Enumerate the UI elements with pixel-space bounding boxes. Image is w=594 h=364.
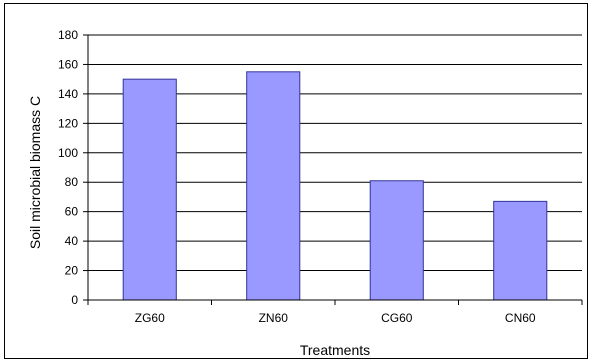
bar-zg60 <box>122 78 177 301</box>
x-axis-title: Treatments <box>300 342 370 358</box>
x-tick-label: CN60 <box>505 311 536 325</box>
x-tick-labels: ZG60 ZN60 CG60 CN60 <box>135 311 536 325</box>
bar-zn60 <box>246 71 301 301</box>
y-tick-label: 120 <box>58 116 78 130</box>
x-tick-label: ZN60 <box>259 311 289 325</box>
x-tick-label: ZG60 <box>135 311 165 325</box>
bar-cn60 <box>493 200 548 301</box>
y-axis-title: Soil microbial biomass C <box>27 96 43 249</box>
bar-cg60 <box>369 180 424 301</box>
y-tick-label: 80 <box>65 175 79 189</box>
y-tick-label: 100 <box>58 146 78 160</box>
bars <box>122 71 548 301</box>
y-tick-label: 160 <box>58 57 78 71</box>
y-tick-label: 180 <box>58 28 78 42</box>
x-tick-label: CG60 <box>381 311 413 325</box>
y-tick-label: 60 <box>65 205 79 219</box>
y-tick-labels: 0 20 40 60 80 100 120 140 160 180 <box>58 28 78 307</box>
y-tick-label: 20 <box>65 264 79 278</box>
y-tick-label: 140 <box>58 87 78 101</box>
y-tick-label: 40 <box>65 234 79 248</box>
axes <box>83 34 583 305</box>
y-tick-label: 0 <box>71 293 78 307</box>
